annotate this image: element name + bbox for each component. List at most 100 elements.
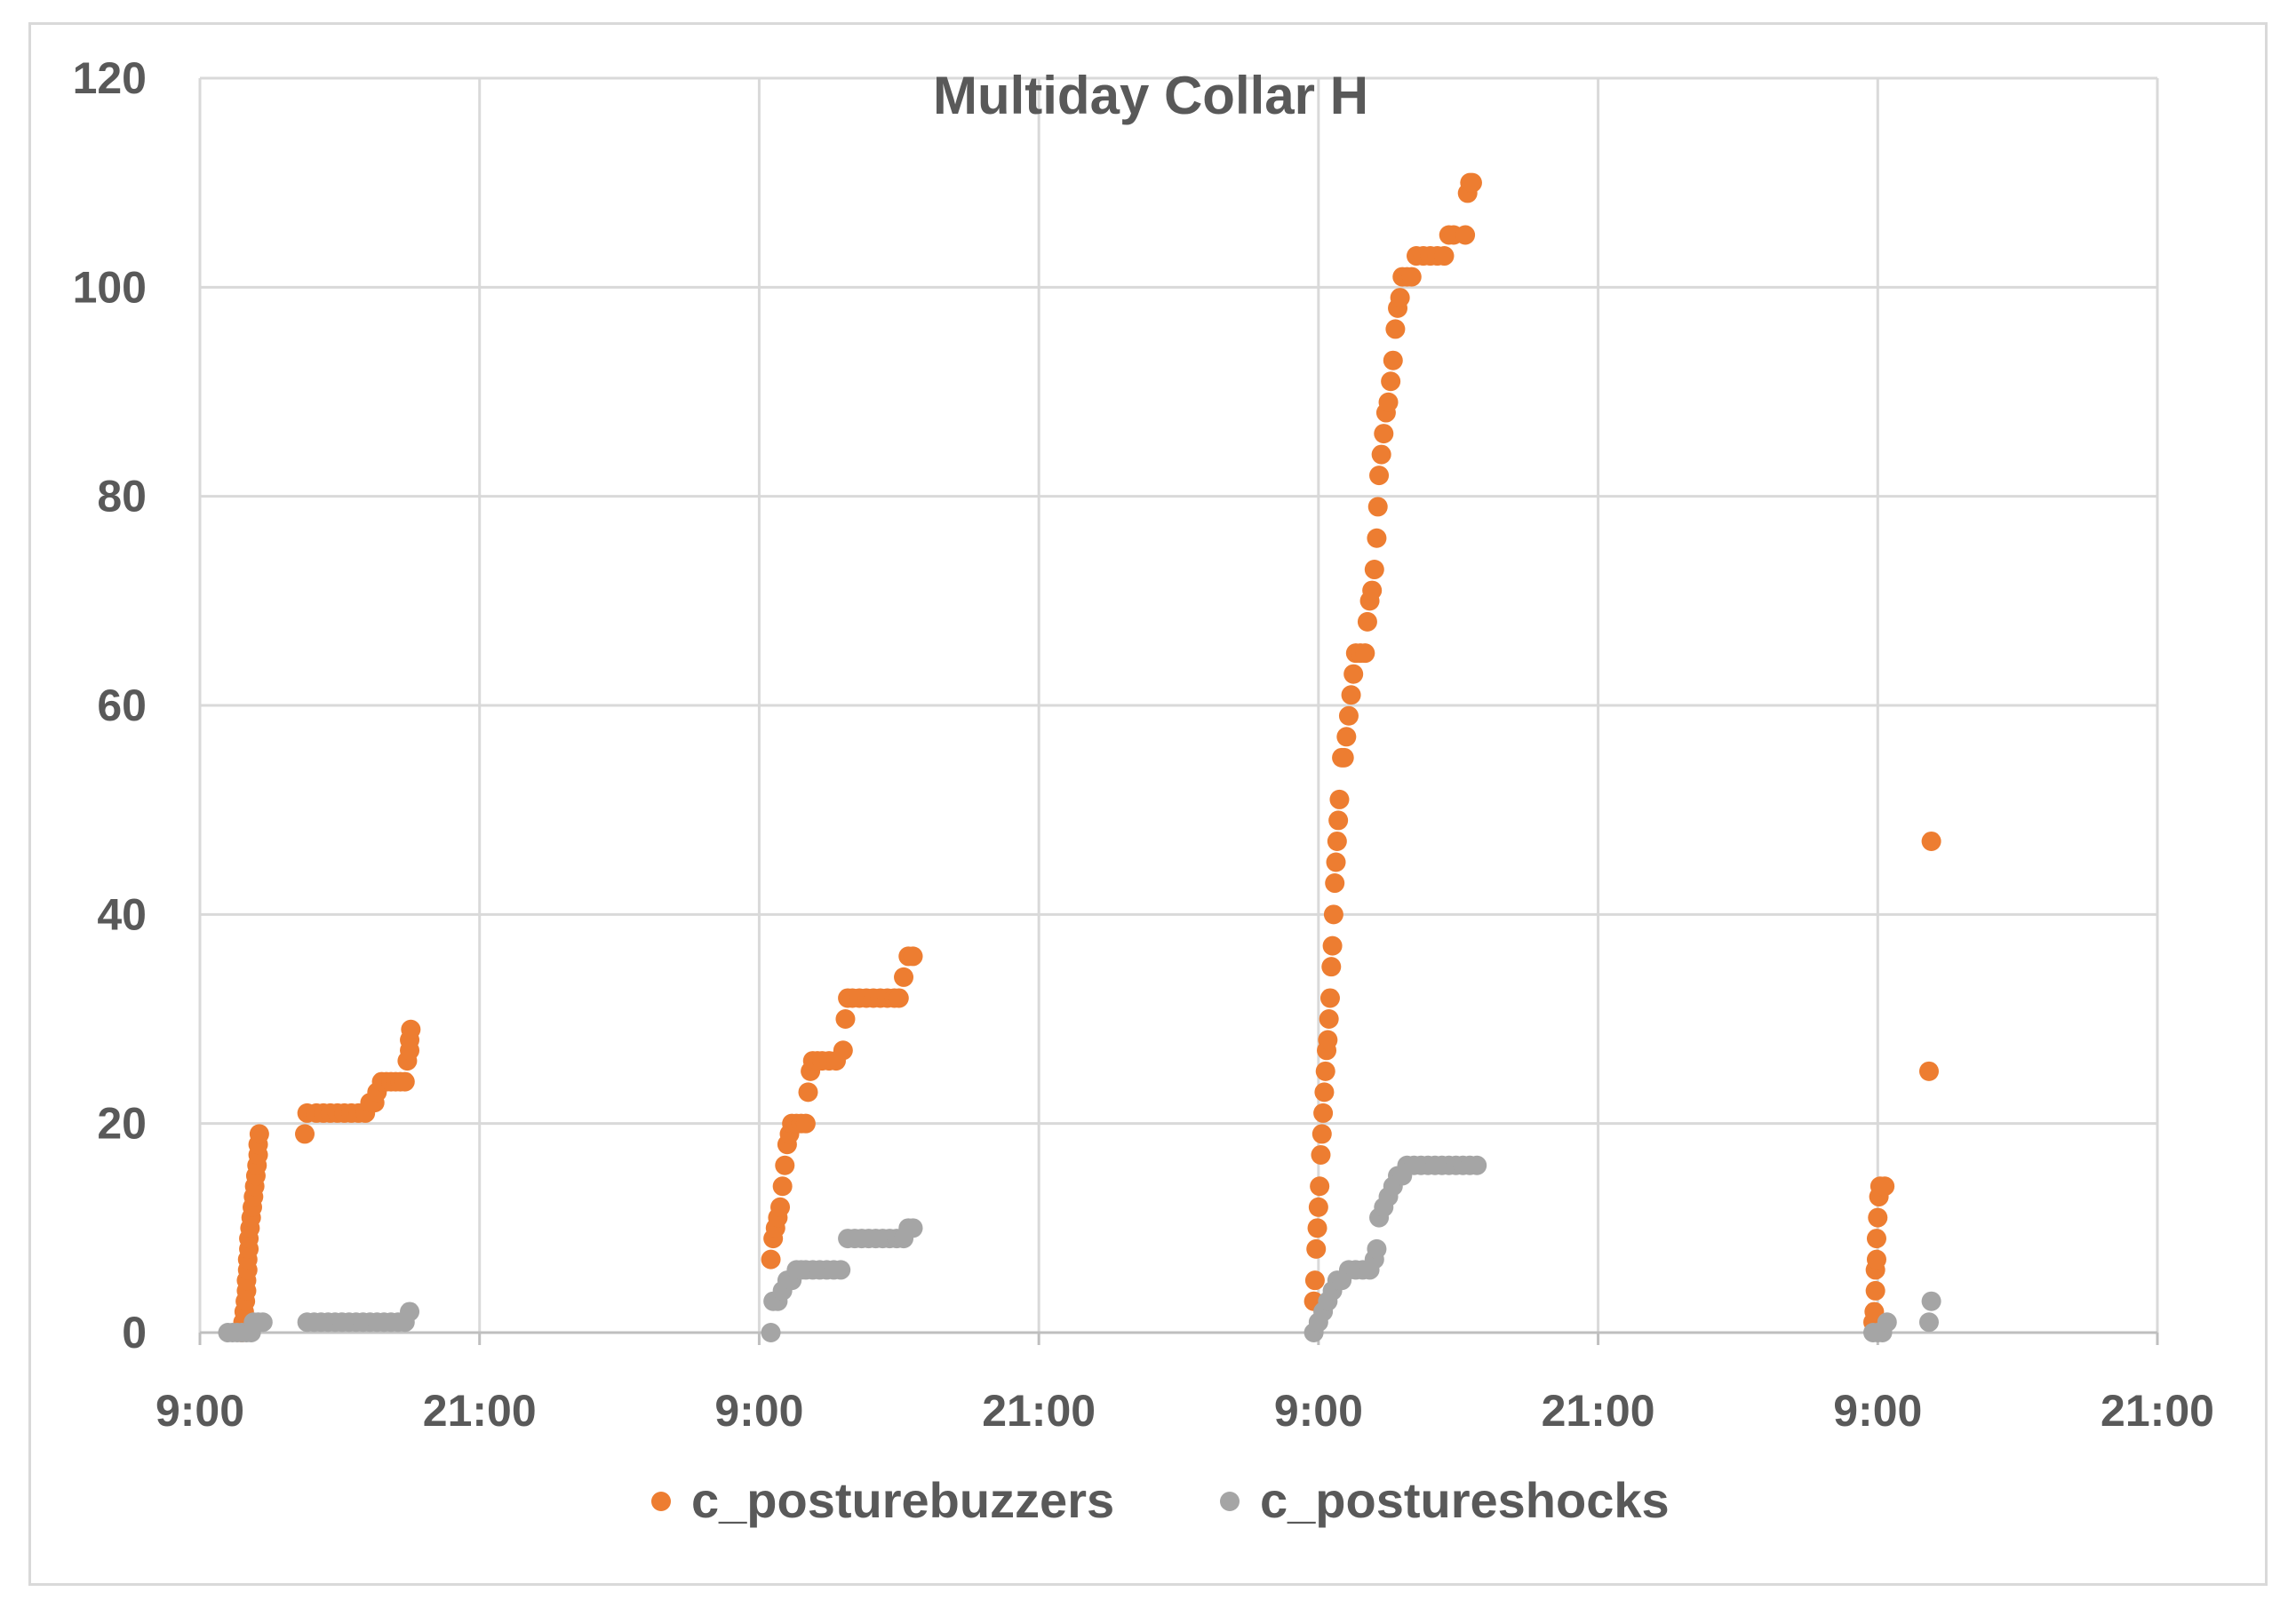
x-tick-label: 21:00 xyxy=(423,1386,537,1436)
data-point-c_postureshocks xyxy=(1877,1312,1897,1333)
data-point-c_posturebuzzers xyxy=(1390,288,1410,308)
data-point-c_posturebuzzers xyxy=(772,1176,793,1197)
data-point-c_posturebuzzers xyxy=(249,1124,269,1144)
data-point-c_posturebuzzers xyxy=(1367,497,1388,517)
y-tick-label: 120 xyxy=(73,53,147,103)
data-point-c_postureshocks xyxy=(1367,1238,1387,1259)
data-point-c_posturebuzzers xyxy=(1918,1061,1939,1081)
data-point-c_posturebuzzers xyxy=(1315,1061,1335,1081)
data-point-c_posturebuzzers xyxy=(1319,988,1340,1008)
data-point-c_posturebuzzers xyxy=(1311,1124,1332,1144)
x-tick-label: 9:00 xyxy=(1274,1386,1363,1436)
legend-label-c_posturebuzzers: c_posturebuzzers xyxy=(691,1472,1114,1528)
data-point-c_postureshocks xyxy=(1921,1291,1941,1311)
data-point-c_posturebuzzers xyxy=(1921,831,1941,851)
data-point-c_posturebuzzers xyxy=(1336,727,1357,747)
data-point-c_posturebuzzers xyxy=(1367,528,1387,548)
data-point-c_posturebuzzers xyxy=(1323,904,1343,925)
legend-marker-c_postureshocks xyxy=(1220,1492,1240,1511)
data-point-c_posturebuzzers xyxy=(1307,1218,1327,1238)
data-point-c_posturebuzzers xyxy=(1318,1030,1338,1050)
data-point-c_posturebuzzers xyxy=(1383,350,1403,370)
data-point-c_posturebuzzers xyxy=(1401,267,1422,287)
data-point-c_posturebuzzers xyxy=(1343,664,1364,684)
data-point-c_posturebuzzers xyxy=(835,1009,856,1029)
data-point-c_posturebuzzers xyxy=(1385,319,1406,339)
series-c_postureshocks xyxy=(218,1155,1941,1342)
data-point-c_posturebuzzers xyxy=(798,1082,818,1103)
data-point-c_posturebuzzers xyxy=(1308,1197,1328,1217)
legend-marker-c_posturebuzzers xyxy=(651,1492,671,1511)
legend-label-c_postureshocks: c_postureshocks xyxy=(1260,1472,1670,1528)
data-point-c_postureshocks xyxy=(831,1260,851,1280)
data-point-c_posturebuzzers xyxy=(761,1249,781,1270)
data-point-c_posturebuzzers xyxy=(1868,1207,1888,1228)
data-point-c_postureshocks xyxy=(903,1218,923,1238)
data-point-c_posturebuzzers xyxy=(833,1040,853,1061)
x-tick-label: 21:00 xyxy=(2101,1386,2214,1436)
y-tick-label: 100 xyxy=(73,262,147,312)
data-point-c_posturebuzzers xyxy=(1314,1082,1335,1103)
y-tick-label: 80 xyxy=(97,472,147,521)
data-point-c_posturebuzzers xyxy=(1371,444,1391,465)
series-c_posturebuzzers xyxy=(232,172,1941,1342)
x-tick-label: 21:00 xyxy=(982,1386,1096,1436)
legend: c_posturebuzzers c_postureshocks xyxy=(651,1472,1670,1528)
data-point-c_posturebuzzers xyxy=(1325,873,1345,894)
data-point-c_posturebuzzers xyxy=(1381,371,1401,392)
data-point-c_posturebuzzers xyxy=(1328,810,1349,831)
data-point-c_posturebuzzers xyxy=(1341,685,1361,705)
data-point-c_posturebuzzers xyxy=(1866,1249,1886,1270)
data-series xyxy=(218,172,1941,1342)
data-point-c_posturebuzzers xyxy=(1374,424,1394,444)
data-point-c_postureshocks xyxy=(1467,1155,1487,1175)
data-point-c_posturebuzzers xyxy=(1322,935,1343,956)
data-point-c_posturebuzzers xyxy=(1313,1103,1334,1123)
data-point-c_posturebuzzers xyxy=(295,1124,315,1144)
data-point-c_posturebuzzers xyxy=(1357,611,1377,632)
data-point-c_posturebuzzers xyxy=(1326,852,1346,872)
data-point-c_posturebuzzers xyxy=(1306,1238,1327,1259)
data-point-c_posturebuzzers xyxy=(889,988,909,1008)
data-point-c_posturebuzzers xyxy=(1310,1176,1330,1197)
data-point-c_posturebuzzers xyxy=(1875,1176,1895,1197)
data-point-c_posturebuzzers xyxy=(1462,172,1482,193)
data-point-c_posturebuzzers xyxy=(1362,580,1383,601)
data-point-c_posturebuzzers xyxy=(1327,831,1347,851)
data-point-c_posturebuzzers xyxy=(1866,1229,1886,1249)
data-point-c_posturebuzzers xyxy=(1319,1009,1339,1029)
data-point-c_posturebuzzers xyxy=(1364,560,1384,580)
data-point-c_posturebuzzers xyxy=(1321,957,1342,977)
x-tick-label: 9:00 xyxy=(155,1386,244,1436)
data-point-c_posturebuzzers xyxy=(401,1019,421,1039)
chart-title: Multiday Collar H xyxy=(933,66,1368,125)
data-point-c_postureshocks xyxy=(761,1323,781,1342)
data-point-c_posturebuzzers xyxy=(1334,747,1354,768)
data-point-c_posturebuzzers xyxy=(1304,1270,1325,1291)
y-tick-label: 60 xyxy=(97,681,147,730)
y-tick-label: 0 xyxy=(122,1308,147,1357)
data-point-c_posturebuzzers xyxy=(395,1071,415,1092)
y-tick-label: 20 xyxy=(97,1099,147,1149)
data-point-c_posturebuzzers xyxy=(1434,246,1455,267)
data-point-c_postureshocks xyxy=(252,1312,273,1333)
data-point-c_posturebuzzers xyxy=(1455,225,1476,245)
data-point-c_posturebuzzers xyxy=(903,946,923,967)
data-point-c_posturebuzzers xyxy=(1378,392,1399,412)
axes: 0 20 40 60 80 100 120 9:00 21:00 9:00 21:00 9:00 21:… xyxy=(73,53,2214,1436)
data-point-c_posturebuzzers xyxy=(1311,1144,1331,1165)
data-point-c_postureshocks xyxy=(1918,1312,1939,1333)
data-point-c_posturebuzzers xyxy=(1355,643,1375,664)
data-point-c_posturebuzzers xyxy=(1865,1280,1885,1301)
data-point-c_postureshocks xyxy=(400,1302,420,1322)
data-point-c_posturebuzzers xyxy=(894,967,914,987)
x-tick-label: 9:00 xyxy=(714,1386,803,1436)
x-tick-label: 9:00 xyxy=(1833,1386,1922,1436)
data-point-c_posturebuzzers xyxy=(795,1113,816,1134)
data-point-c_posturebuzzers xyxy=(1369,466,1390,486)
data-point-c_posturebuzzers xyxy=(1338,705,1359,726)
data-point-c_posturebuzzers xyxy=(775,1155,795,1175)
y-tick-label: 40 xyxy=(97,889,147,939)
data-point-c_posturebuzzers xyxy=(1329,789,1350,809)
